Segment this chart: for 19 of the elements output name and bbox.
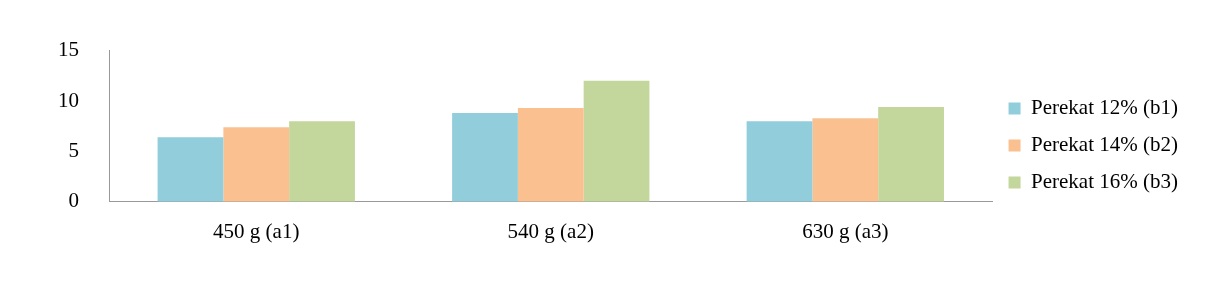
legend-label: Perekat 12% (b1): [1031, 95, 1179, 120]
bar: [289, 121, 355, 202]
bar: [878, 107, 944, 202]
x-tick-label: 540 g (a2): [507, 218, 594, 243]
bar: [812, 118, 879, 202]
y-tick-label: 5: [68, 137, 79, 162]
bar: [746, 121, 813, 202]
x-tick-label: 450 g (a1): [213, 218, 300, 243]
y-tick-label: 15: [58, 37, 79, 62]
bar: [583, 80, 650, 202]
x-tick-label: 630 g (a3): [802, 218, 889, 243]
bar: [157, 137, 224, 202]
bar: [452, 113, 518, 202]
y-tick-label: 0: [68, 188, 79, 213]
legend-label: Perekat 14% (b2): [1031, 132, 1179, 157]
legend-label: Perekat 16% (b3): [1031, 169, 1179, 194]
bar: [517, 108, 584, 202]
y-tick-label: 10: [58, 87, 79, 112]
bar: [223, 127, 290, 202]
